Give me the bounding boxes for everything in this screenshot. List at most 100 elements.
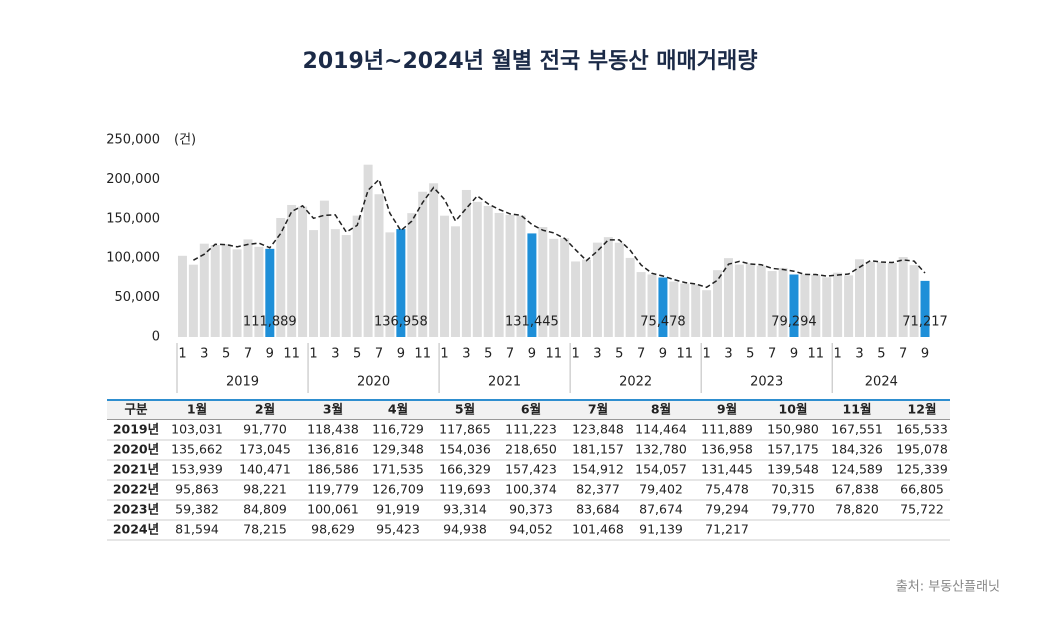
y-unit: (건) bbox=[174, 133, 196, 148]
table-cell: 154,912 bbox=[572, 462, 624, 477]
bar bbox=[582, 259, 591, 337]
bar bbox=[702, 290, 712, 337]
table-cell: 90,373 bbox=[509, 502, 553, 517]
bar bbox=[723, 258, 733, 337]
bar bbox=[472, 201, 482, 337]
bar bbox=[319, 200, 329, 337]
table-cell: 79,402 bbox=[639, 482, 683, 497]
x-tick-label: 9 bbox=[921, 347, 929, 362]
x-tick-label: 7 bbox=[899, 347, 907, 362]
x-tick-label: 7 bbox=[375, 347, 383, 362]
table-cell: 154,057 bbox=[635, 462, 687, 477]
table-header: 3월 bbox=[323, 402, 343, 417]
bar bbox=[363, 164, 373, 337]
bar bbox=[527, 233, 537, 337]
table-cell: 218,650 bbox=[505, 442, 557, 457]
table-cell: 184,326 bbox=[831, 442, 883, 457]
table-cell: 98,221 bbox=[243, 482, 287, 497]
year-label: 2022 bbox=[619, 375, 652, 390]
bar bbox=[614, 242, 624, 337]
bar bbox=[800, 274, 810, 337]
table-cell: 136,816 bbox=[307, 442, 359, 457]
table-row-label: 2020년 bbox=[113, 442, 159, 457]
table-cell: 171,535 bbox=[372, 462, 424, 477]
bar bbox=[833, 272, 843, 337]
table-cell: 103,031 bbox=[171, 422, 223, 437]
x-tick-label: 11 bbox=[283, 347, 300, 362]
bar bbox=[592, 242, 602, 337]
x-tick-label: 3 bbox=[593, 347, 601, 362]
table-row-label: 2021년 bbox=[113, 462, 159, 477]
table-cell: 125,339 bbox=[896, 462, 948, 477]
table-cell: 119,779 bbox=[307, 482, 359, 497]
year-label: 2024 bbox=[865, 375, 898, 390]
table-header: 8월 bbox=[651, 402, 671, 417]
x-tick-label: 5 bbox=[484, 347, 492, 362]
value-label: 71,217 bbox=[902, 315, 948, 330]
table-cell: 165,533 bbox=[896, 422, 948, 437]
table-cell: 136,958 bbox=[701, 442, 753, 457]
x-tick-label: 3 bbox=[724, 347, 732, 362]
table-cell: 66,805 bbox=[900, 482, 944, 497]
bar bbox=[188, 264, 198, 337]
table-cell: 82,377 bbox=[576, 482, 620, 497]
bar bbox=[920, 280, 930, 337]
bar bbox=[396, 229, 406, 337]
bar bbox=[625, 257, 635, 337]
table-cell: 139,548 bbox=[767, 462, 819, 477]
x-tick-label: 3 bbox=[200, 347, 208, 362]
x-tick-label: 5 bbox=[222, 347, 230, 362]
bar bbox=[385, 232, 395, 337]
table-cell: 78,215 bbox=[243, 522, 287, 537]
table-cell: 195,078 bbox=[896, 442, 948, 457]
bar bbox=[898, 257, 908, 337]
x-tick-label: 5 bbox=[877, 347, 885, 362]
table-cell: 94,938 bbox=[443, 522, 487, 537]
table-cell: 186,586 bbox=[307, 462, 359, 477]
x-tick-label: 9 bbox=[528, 347, 536, 362]
bar bbox=[461, 189, 471, 337]
table-cell: 78,820 bbox=[835, 502, 879, 517]
bar bbox=[210, 245, 220, 337]
table-cell: 100,061 bbox=[307, 502, 359, 517]
bar bbox=[429, 183, 439, 337]
year-label: 2023 bbox=[750, 375, 783, 390]
table-header: 9월 bbox=[717, 402, 737, 417]
bar bbox=[287, 204, 297, 337]
table-cell: 83,684 bbox=[576, 502, 620, 517]
bar bbox=[822, 277, 832, 337]
table-cell: 166,329 bbox=[439, 462, 491, 477]
x-tick-label: 1 bbox=[834, 347, 842, 362]
y-tick-label: 100,000 bbox=[106, 251, 160, 266]
bar bbox=[483, 205, 493, 337]
table-header-bg bbox=[107, 401, 950, 419]
table-cell: 81,594 bbox=[175, 522, 219, 537]
bar bbox=[887, 262, 897, 337]
x-tick-label: 1 bbox=[309, 347, 317, 362]
table-cell: 100,374 bbox=[505, 482, 557, 497]
bar bbox=[658, 277, 668, 337]
table-cell: 150,980 bbox=[767, 422, 819, 437]
table-header: 11월 bbox=[843, 402, 872, 417]
bar bbox=[177, 255, 187, 337]
bar bbox=[756, 265, 766, 337]
bar bbox=[767, 271, 777, 337]
x-tick-label: 5 bbox=[353, 347, 361, 362]
bar bbox=[298, 206, 308, 337]
bar bbox=[494, 212, 504, 337]
table-cell: 157,175 bbox=[767, 442, 819, 457]
x-tick-label: 11 bbox=[677, 347, 694, 362]
table-cell: 135,662 bbox=[171, 442, 223, 457]
table-cell: 119,693 bbox=[439, 482, 491, 497]
bar bbox=[352, 215, 362, 337]
y-tick-label: 50,000 bbox=[115, 290, 161, 305]
bar bbox=[538, 227, 548, 337]
x-tick-label: 3 bbox=[462, 347, 470, 362]
x-tick-label: 9 bbox=[659, 347, 667, 362]
bar bbox=[669, 281, 679, 337]
table-cell: 153,939 bbox=[171, 462, 223, 477]
table-cell: 70,315 bbox=[771, 482, 815, 497]
bar bbox=[505, 214, 515, 337]
table-cell: 118,438 bbox=[307, 422, 359, 437]
table-cell: 95,863 bbox=[175, 482, 219, 497]
